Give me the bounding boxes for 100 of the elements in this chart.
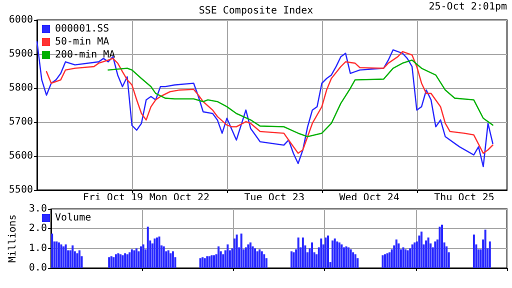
bar (64, 244, 67, 268)
y-axis-title: Millions (8, 214, 18, 263)
bar (434, 241, 436, 268)
y-tick-label: 2.0 (28, 223, 47, 234)
bar (154, 238, 156, 268)
bar (427, 238, 430, 268)
bar (388, 252, 391, 268)
bar (420, 232, 422, 268)
bar (332, 240, 334, 268)
bar (354, 254, 356, 268)
bar (162, 246, 165, 268)
bar (384, 254, 386, 268)
bar (60, 244, 62, 268)
y-tick-label: 5900 (8, 48, 33, 60)
bar (338, 242, 340, 268)
bar (324, 238, 327, 268)
bar (210, 255, 213, 268)
bar (122, 255, 124, 268)
legend-label: Volume (55, 212, 92, 224)
bar (236, 234, 238, 268)
bar (51, 234, 54, 268)
bar (472, 234, 475, 268)
bar (234, 238, 236, 268)
y-tick-label: 5600 (8, 150, 33, 162)
bar (56, 241, 58, 268)
bar (345, 246, 348, 268)
bar (356, 258, 359, 268)
bar (170, 253, 172, 268)
bar (222, 254, 224, 268)
bar (302, 238, 304, 268)
bar (256, 251, 258, 268)
bar (120, 254, 122, 268)
bar (438, 226, 441, 268)
bar (140, 246, 142, 268)
bar (240, 234, 242, 268)
bar (226, 244, 229, 268)
y-tick-label: 0.0 (28, 262, 47, 274)
bar (78, 250, 80, 268)
chart-title: SSE Composite Index (198, 6, 314, 16)
bar (348, 247, 350, 268)
bar (386, 253, 388, 268)
bar (252, 246, 254, 268)
bar (406, 250, 409, 268)
bar (411, 244, 414, 268)
legend-label: 000001.SS (55, 24, 110, 34)
y-tick-label: 6000 (8, 14, 33, 26)
bar (130, 249, 133, 268)
bar (398, 243, 400, 268)
bar (350, 249, 352, 268)
y-tick-label: 3.0 (28, 204, 47, 214)
bar (108, 257, 110, 268)
bar (126, 254, 128, 268)
bar (247, 244, 250, 268)
y-tick-label: 5700 (8, 116, 33, 128)
bar (395, 239, 398, 268)
bar (382, 255, 384, 268)
bar (208, 256, 210, 268)
line-series (46, 50, 494, 154)
bar (418, 236, 420, 268)
bar (128, 252, 131, 268)
bar (488, 241, 491, 268)
bar (414, 242, 416, 268)
bar (199, 258, 202, 268)
bar (334, 238, 336, 268)
bar (110, 256, 112, 268)
bar (327, 236, 330, 268)
bar (258, 249, 261, 268)
bar (206, 256, 208, 268)
bar (156, 238, 158, 268)
bar (112, 257, 115, 268)
bar (146, 226, 149, 268)
bar (212, 255, 215, 268)
bar (249, 242, 252, 268)
bar (244, 247, 247, 268)
bar (311, 242, 314, 268)
bar (409, 248, 412, 268)
bar (352, 252, 354, 268)
bar (297, 238, 300, 268)
bar (290, 251, 293, 268)
bar (218, 246, 220, 268)
bar (133, 250, 136, 268)
bar (292, 252, 295, 268)
bar (265, 258, 268, 268)
bar (404, 249, 407, 268)
bar (402, 247, 404, 268)
y-tick-label: 5800 (8, 82, 33, 94)
bar (76, 253, 78, 268)
bar (336, 241, 338, 268)
bar (117, 253, 120, 268)
line-series (108, 59, 494, 138)
bar (340, 244, 343, 268)
bar (484, 230, 486, 268)
bar (254, 248, 256, 268)
bar (142, 244, 144, 268)
bar (263, 254, 266, 268)
bar (172, 251, 174, 268)
y-tick-label: 1.0 (28, 242, 47, 254)
bar (446, 246, 448, 268)
bar (158, 236, 160, 268)
bar (441, 224, 444, 268)
